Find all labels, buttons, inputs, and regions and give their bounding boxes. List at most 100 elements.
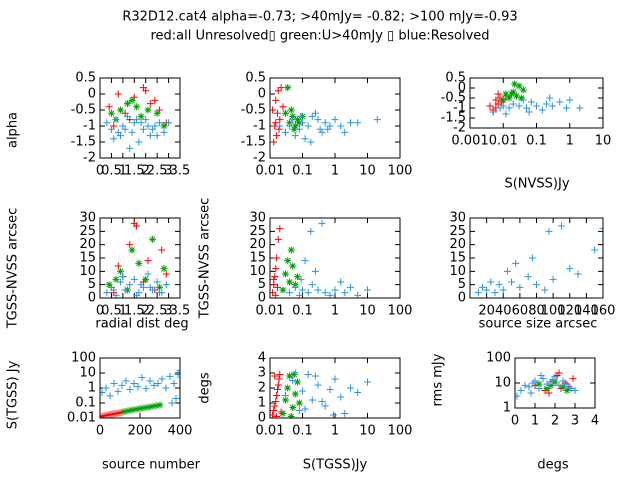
x-tick-label: 3.5 [170, 304, 191, 319]
point [533, 281, 540, 289]
y-tick-label: 30 [79, 211, 96, 226]
point [162, 281, 170, 289]
point [144, 270, 152, 278]
x-tick-label: 160 [591, 304, 616, 319]
y-tick-label: 0 [258, 411, 266, 426]
point [165, 119, 173, 127]
point [318, 128, 326, 136]
y-tick-label: 1 [258, 396, 266, 411]
point [561, 383, 569, 391]
y-tick-label: 25 [249, 224, 266, 239]
point [276, 225, 284, 233]
point [289, 262, 297, 270]
point [304, 289, 312, 297]
x-tick-label: 0.01 [256, 304, 285, 319]
point [289, 116, 297, 124]
point [354, 389, 362, 396]
point [144, 403, 152, 411]
point [144, 257, 152, 265]
x-tick-label: 100 [388, 424, 413, 439]
point [107, 125, 115, 133]
x-tick-label: 0.5 [101, 304, 122, 319]
point [137, 112, 145, 120]
point [318, 398, 326, 405]
point [524, 273, 532, 281]
point [301, 257, 309, 265]
point [517, 387, 525, 395]
y-tick-label: 15 [249, 251, 266, 266]
point [133, 116, 141, 124]
x-tick-label: 40 [495, 304, 512, 319]
point [123, 100, 131, 108]
y-tick-label: 100 [486, 351, 511, 366]
point [270, 407, 278, 414]
panel: 0.01 0.1 1 10 100 -2-1.5-1-0.500.5 [241, 71, 413, 179]
point [154, 379, 162, 387]
y-tick-label: 4 [258, 351, 266, 366]
y-tick-label: 0 [258, 291, 266, 306]
point [142, 385, 150, 393]
x-tick-label: 0.5 [101, 164, 122, 179]
point [273, 109, 281, 117]
point [525, 108, 533, 116]
point [119, 273, 127, 281]
point [330, 411, 338, 418]
y-tick-label: -1.5 [241, 135, 266, 150]
point [291, 283, 299, 291]
point [279, 103, 287, 111]
point [559, 377, 567, 385]
point [271, 372, 279, 380]
point [276, 371, 284, 378]
y-tick-label: 0 [458, 291, 466, 306]
point [112, 116, 120, 124]
points [270, 369, 371, 418]
point [537, 371, 545, 379]
point [130, 275, 138, 283]
plot-frame [469, 217, 604, 299]
x-axis-label: degs [537, 458, 569, 473]
x-tick-label: 0.01 [489, 134, 518, 149]
y-tick-label: 25 [449, 224, 466, 239]
x-axis-label: source number [102, 458, 201, 473]
point [155, 289, 163, 297]
point [347, 119, 355, 127]
point [508, 90, 516, 98]
point [132, 405, 140, 413]
point [272, 96, 280, 104]
point [337, 122, 345, 130]
point [533, 102, 540, 110]
x-tick-label: 1 [531, 414, 539, 429]
point [270, 275, 278, 283]
y-tick-label: 10 [79, 366, 96, 381]
point [128, 96, 136, 104]
point [314, 286, 322, 294]
point [491, 289, 499, 297]
point [347, 283, 355, 291]
x-tick-label: 1.5 [124, 164, 145, 179]
point [284, 257, 292, 265]
point [148, 403, 156, 411]
point [555, 381, 563, 389]
point [140, 404, 148, 412]
point [273, 392, 281, 399]
y-tick-label: 0 [458, 81, 466, 96]
point [124, 407, 132, 415]
point [314, 116, 322, 124]
point [567, 385, 575, 393]
x-tick-label: 2 [142, 164, 150, 179]
point [599, 225, 603, 233]
point [149, 235, 157, 243]
point [499, 96, 507, 104]
point [304, 371, 312, 378]
point [531, 377, 539, 385]
point [364, 378, 371, 386]
point [487, 278, 495, 286]
point [492, 96, 500, 104]
y-tick-label: -2 [253, 151, 266, 166]
point [293, 116, 301, 124]
point [122, 377, 130, 385]
y-tick-label: 0 [88, 87, 96, 102]
point [290, 125, 298, 133]
point [118, 381, 126, 389]
